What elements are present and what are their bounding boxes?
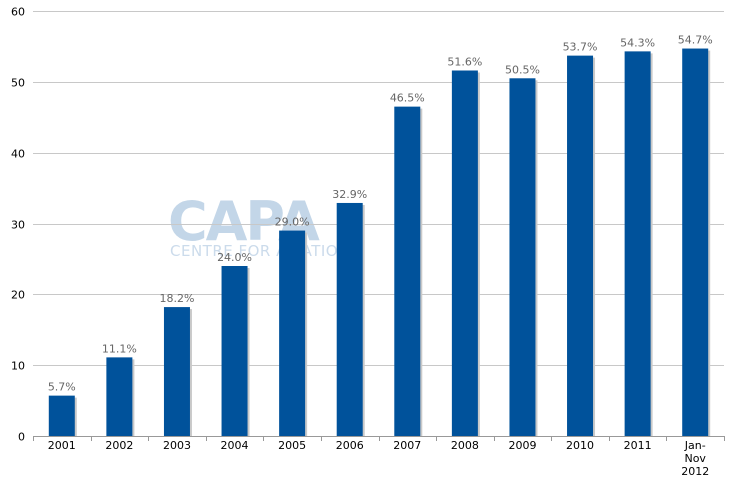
data-label: 54.7%: [678, 34, 713, 47]
x-tick-label: 2004: [221, 439, 249, 452]
x-tick-label: 2002: [105, 439, 133, 452]
bar: [567, 55, 594, 436]
x-tick-label: 2009: [508, 439, 536, 452]
bar: [279, 230, 306, 436]
x-tick-label: Nov: [684, 452, 706, 465]
data-label: 29.0%: [275, 216, 310, 229]
x-tick-label: 2010: [566, 439, 594, 452]
gridlines: [33, 11, 724, 366]
x-tick-label: 2006: [336, 439, 364, 452]
axes: 0 10 20 30 40 50 60 2001 2002 2003 2004 2005 2006 200…: [11, 6, 725, 478]
data-label: 50.5%: [505, 63, 540, 76]
y-tick-label: 60: [11, 6, 25, 19]
x-tick-label: 2011: [624, 439, 652, 452]
bar: [48, 395, 75, 436]
data-labels: 5.7% 11.1% 18.2% 24.0% 29.0% 32.9% 46.5% 51.6% 5…: [48, 34, 713, 394]
x-tick-label: Jan-: [684, 439, 706, 452]
bar: [221, 266, 248, 436]
x-tick-label: 2001: [48, 439, 76, 452]
bar: [163, 307, 190, 436]
y-tick-label: 40: [11, 148, 25, 161]
y-tick-label: 30: [11, 219, 25, 232]
bar: [451, 70, 478, 436]
y-tick-label: 0: [18, 431, 25, 444]
data-label: 51.6%: [447, 56, 482, 69]
bars: [48, 48, 711, 437]
x-tick-label: 2007: [393, 439, 421, 452]
data-label: 18.2%: [159, 292, 194, 305]
data-label: 46.5%: [390, 92, 425, 105]
bar: [336, 202, 363, 436]
bar: [106, 357, 133, 436]
bar: [394, 106, 421, 436]
data-label: 32.9%: [332, 188, 367, 201]
bar: [682, 48, 709, 437]
data-label: 11.1%: [102, 342, 137, 355]
x-tick-label: 2003: [163, 439, 191, 452]
bar: [509, 78, 536, 437]
y-tick-label: 10: [11, 360, 25, 373]
data-label: 24.0%: [217, 251, 252, 264]
data-label: 54.3%: [620, 36, 655, 49]
y-tick-label: 50: [11, 77, 25, 90]
data-label: 5.7%: [48, 381, 76, 394]
x-tick-label: 2008: [451, 439, 479, 452]
bar: [624, 51, 651, 436]
y-tick-label: 20: [11, 289, 25, 302]
data-label: 53.7%: [563, 41, 598, 54]
x-tick-label: 2012: [681, 465, 709, 478]
x-tick-label: 2005: [278, 439, 306, 452]
